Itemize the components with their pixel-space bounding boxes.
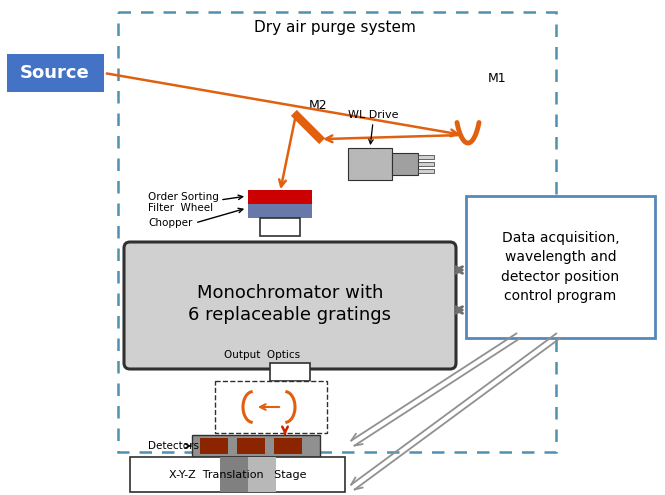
Text: Chopper: Chopper [148, 218, 192, 228]
Bar [348, 148, 392, 180]
Text: Filter  Wheel: Filter Wheel [148, 203, 213, 213]
Bar [392, 153, 418, 175]
Bar [418, 169, 434, 173]
Text: Order Sorting: Order Sorting [148, 192, 219, 202]
Bar [130, 457, 345, 492]
Bar [237, 438, 265, 454]
Bar [215, 381, 327, 433]
Bar [248, 190, 312, 204]
Bar [274, 438, 302, 454]
Bar [418, 155, 434, 159]
Text: Output  Optics: Output Optics [224, 350, 300, 360]
Bar [270, 363, 310, 381]
Bar [248, 204, 312, 218]
Text: Detectors: Detectors [148, 441, 199, 451]
Bar [200, 438, 228, 454]
Text: M1: M1 [488, 71, 507, 85]
Bar [418, 162, 434, 166]
Text: X-Y-Z  Translation   Stage: X-Y-Z Translation Stage [169, 469, 307, 480]
Text: Data acquisition,
wavelength and
detector position
control program: Data acquisition, wavelength and detecto… [501, 231, 620, 303]
FancyBboxPatch shape [466, 196, 655, 338]
Text: 6 replaceable gratings: 6 replaceable gratings [188, 306, 392, 324]
Text: Source: Source [20, 64, 90, 82]
Bar [248, 457, 276, 492]
Bar [192, 435, 320, 457]
Bar [220, 457, 248, 492]
Text: Monochromator with: Monochromator with [197, 284, 383, 302]
Bar [118, 12, 556, 452]
Text: M2: M2 [309, 99, 327, 112]
Text: WL Drive: WL Drive [348, 110, 398, 120]
FancyBboxPatch shape [124, 242, 456, 369]
Bar [260, 218, 300, 236]
FancyBboxPatch shape [7, 54, 104, 92]
Text: Dry air purge system: Dry air purge system [254, 20, 416, 35]
